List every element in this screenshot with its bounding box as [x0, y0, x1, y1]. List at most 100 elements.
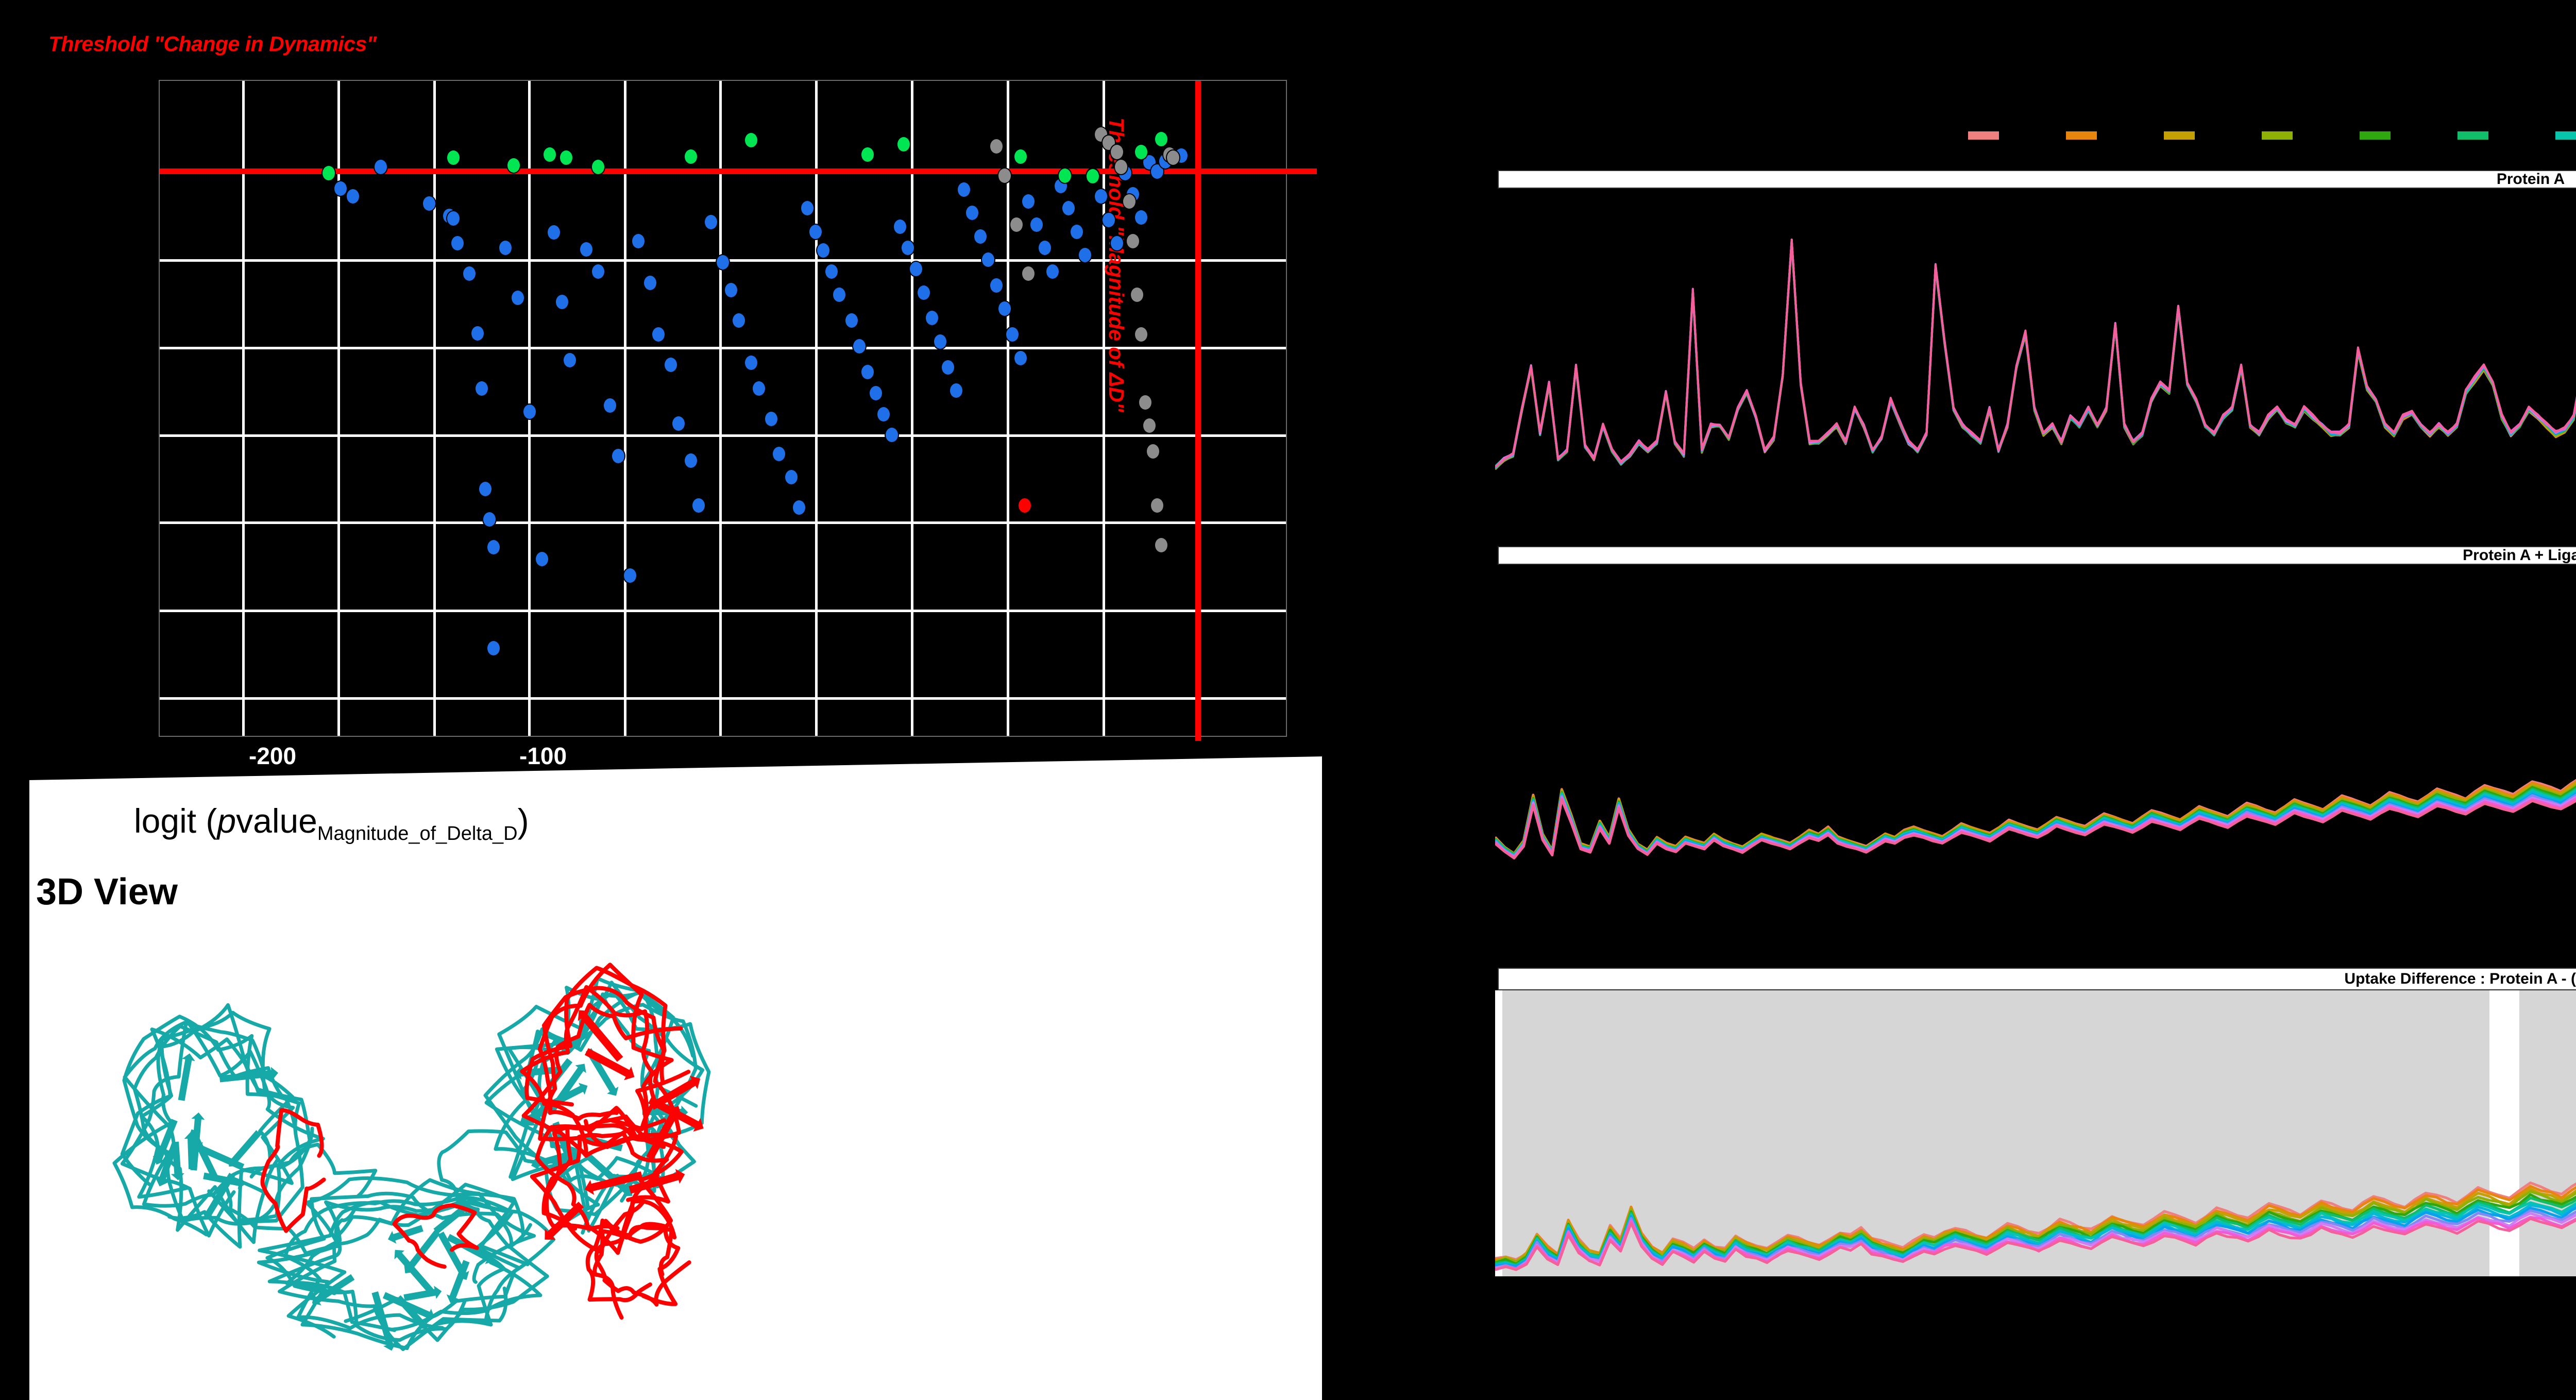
trace-line[interactable]	[1495, 192, 2576, 468]
scatter-point[interactable]	[651, 326, 666, 343]
scatter-point[interactable]	[462, 265, 477, 282]
scatter-point[interactable]	[603, 397, 618, 414]
scatter-point[interactable]	[374, 159, 388, 176]
legend-swatch[interactable]	[2164, 131, 2195, 140]
scatter-point[interactable]	[558, 149, 573, 166]
scatter-point[interactable]	[422, 195, 437, 212]
scatter-point[interactable]	[1070, 223, 1084, 240]
scatter-point[interactable]	[732, 312, 747, 329]
scatter-point[interactable]	[478, 480, 493, 497]
trace-chart-protein-a-ligand[interactable]	[1495, 567, 2576, 876]
scatter-point[interactable]	[1013, 148, 1028, 165]
scatter-point[interactable]	[1009, 216, 1024, 233]
scatter-point[interactable]	[1017, 497, 1032, 514]
legend-swatch[interactable]	[2458, 131, 2488, 140]
scatter-point[interactable]	[623, 567, 638, 584]
legend-swatch[interactable]	[2066, 131, 2097, 140]
scatter-point[interactable]	[703, 214, 718, 231]
scatter-point[interactable]	[868, 384, 883, 401]
scatter-point[interactable]	[534, 551, 549, 567]
trace-line[interactable]	[1495, 1122, 2576, 1266]
scatter-point[interactable]	[1138, 394, 1153, 411]
scatter-point[interactable]	[948, 382, 963, 399]
trace-line[interactable]	[1495, 760, 2576, 859]
trace-line[interactable]	[1495, 201, 2576, 468]
scatter-point[interactable]	[590, 159, 605, 176]
scatter-point[interactable]	[896, 136, 911, 153]
scatter-point[interactable]	[631, 232, 646, 249]
trace-line[interactable]	[1495, 192, 2576, 468]
scatter-plot-area[interactable]	[159, 80, 1317, 741]
scatter-point[interactable]	[743, 354, 758, 371]
scatter-point[interactable]	[663, 357, 678, 374]
scatter-point[interactable]	[884, 427, 899, 444]
scatter-point[interactable]	[800, 200, 815, 217]
scatter-point[interactable]	[973, 228, 988, 245]
scatter-point[interactable]	[832, 286, 847, 303]
scatter-point[interactable]	[917, 284, 931, 301]
scatter-point[interactable]	[772, 445, 787, 462]
scatter-point[interactable]	[1133, 209, 1148, 226]
scatter-point[interactable]	[486, 539, 501, 556]
protein-ribbon-structure[interactable]	[77, 933, 747, 1396]
trace-line[interactable]	[1495, 1094, 2576, 1263]
scatter-point[interactable]	[543, 146, 557, 163]
legend-swatch[interactable]	[1968, 131, 1999, 140]
scatter-point[interactable]	[563, 352, 578, 369]
scatter-point[interactable]	[1133, 144, 1148, 161]
scatter-point[interactable]	[1061, 200, 1076, 217]
scatter-point[interactable]	[743, 132, 758, 149]
scatter-point[interactable]	[1146, 443, 1161, 460]
scatter-point[interactable]	[510, 290, 525, 307]
trace-line[interactable]	[1495, 1172, 2576, 1271]
scatter-point[interactable]	[470, 325, 485, 342]
scatter-point[interactable]	[723, 281, 738, 298]
scatter-point[interactable]	[547, 224, 562, 241]
scatter-point[interactable]	[506, 157, 521, 174]
scatter-point[interactable]	[997, 167, 1012, 184]
scatter-point[interactable]	[764, 410, 778, 427]
legend-swatch[interactable]	[2555, 131, 2576, 140]
scatter-point[interactable]	[989, 277, 1004, 294]
scatter-point[interactable]	[1037, 240, 1052, 257]
scatter-point[interactable]	[321, 165, 336, 182]
scatter-point[interactable]	[333, 180, 348, 197]
scatter-point[interactable]	[816, 242, 831, 259]
scatter-point[interactable]	[691, 497, 706, 514]
scatter-point[interactable]	[1005, 326, 1020, 343]
scatter-point[interactable]	[1086, 168, 1100, 185]
trace-line[interactable]	[1495, 1190, 2576, 1271]
legend-swatch[interactable]	[2262, 131, 2293, 140]
scatter-point[interactable]	[1029, 216, 1044, 233]
scatter-point[interactable]	[482, 511, 497, 528]
scatter-point[interactable]	[808, 223, 823, 240]
scatter-point[interactable]	[965, 205, 980, 222]
scatter-point[interactable]	[844, 312, 859, 329]
scatter-point[interactable]	[792, 499, 807, 516]
scatter-point[interactable]	[1101, 211, 1116, 228]
scatter-point[interactable]	[860, 363, 875, 380]
scatter-point[interactable]	[554, 293, 569, 310]
scatter-point[interactable]	[1110, 235, 1125, 252]
legend-swatch[interactable]	[2360, 131, 2391, 140]
scatter-point[interactable]	[860, 146, 875, 163]
scatter-point[interactable]	[824, 263, 839, 280]
scatter-point[interactable]	[1045, 263, 1060, 280]
scatter-point[interactable]	[997, 300, 1012, 317]
scatter-point[interactable]	[981, 251, 996, 268]
scatter-point[interactable]	[579, 241, 594, 258]
trace-chart-protein-a[interactable]	[1495, 191, 2576, 500]
scatter-point[interactable]	[989, 138, 1004, 155]
scatter-point[interactable]	[683, 148, 698, 165]
scatter-point[interactable]	[957, 181, 972, 198]
scatter-point[interactable]	[590, 263, 605, 280]
scatter-point[interactable]	[450, 235, 465, 252]
trace-line[interactable]	[1495, 225, 2576, 467]
scatter-point[interactable]	[784, 469, 799, 486]
trace-line[interactable]	[1495, 1147, 2576, 1268]
scatter-point[interactable]	[446, 210, 461, 227]
scatter-point[interactable]	[643, 275, 658, 292]
scatter-point[interactable]	[1154, 536, 1168, 553]
scatter-point[interactable]	[752, 380, 767, 397]
scatter-point[interactable]	[1150, 497, 1165, 514]
